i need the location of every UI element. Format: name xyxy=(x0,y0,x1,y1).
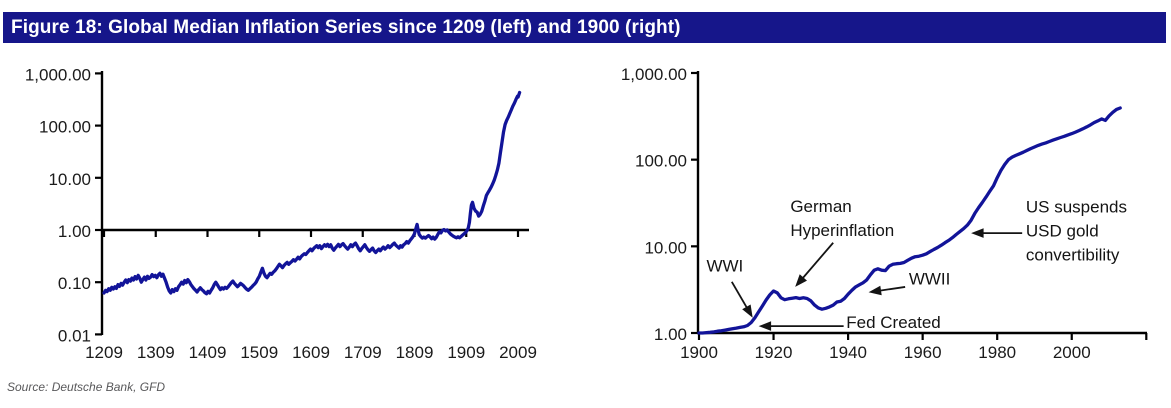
x-tick-label: 1509 xyxy=(240,343,278,362)
x-tick-label: 1409 xyxy=(189,343,227,362)
annotation-arrowhead xyxy=(868,285,882,296)
annotation-label: WWI xyxy=(706,257,743,276)
x-tick-label: 1960 xyxy=(904,343,942,362)
source-note: Source: Deutsche Bank, GFD xyxy=(7,380,166,394)
x-tick-label: 1809 xyxy=(396,343,434,362)
annotation-label: German Hyperinflation xyxy=(790,197,894,240)
x-tick-label: 1209 xyxy=(85,343,123,362)
annotation-arrowhead xyxy=(758,321,772,331)
x-tick-label: 1609 xyxy=(292,343,330,362)
y-tick-label: 100.00 xyxy=(39,118,91,137)
y-tick-label: 10.00 xyxy=(644,238,687,257)
annotation-label: US suspends USD gold convertibility xyxy=(1026,198,1127,265)
annotation-label: Fed Created xyxy=(846,313,941,332)
series-line xyxy=(102,90,522,296)
y-tick-label: 1.00 xyxy=(654,325,687,344)
y-tick-label: 1,000.00 xyxy=(25,65,91,84)
y-tick-label: 1.00 xyxy=(58,222,91,241)
annotation-arrow-line xyxy=(877,286,906,292)
x-tick-label: 1980 xyxy=(978,343,1016,362)
annotation-arrow-line xyxy=(731,281,749,311)
x-tick-label: 2000 xyxy=(1053,343,1091,362)
y-tick-label: 0.10 xyxy=(58,274,91,293)
x-tick-label: 1920 xyxy=(755,343,793,362)
y-tick-label: 1,000.00 xyxy=(621,65,687,84)
x-tick-label: 2009 xyxy=(499,343,537,362)
y-tick-label: 10.00 xyxy=(48,170,91,189)
y-tick-label: 100.00 xyxy=(635,152,687,171)
y-tick-label: 0.01 xyxy=(58,326,91,345)
figure-header-bar: Figure 18: Global Median Inflation Serie… xyxy=(3,12,1166,43)
x-tick-label: 1900 xyxy=(680,343,718,362)
annotation-arrowhead xyxy=(971,228,984,238)
figure-title: Figure 18: Global Median Inflation Serie… xyxy=(11,16,681,38)
x-tick-label: 1909 xyxy=(447,343,485,362)
series-line xyxy=(697,106,1122,335)
annotation-arrowhead xyxy=(795,274,807,287)
annotation-label: WWII xyxy=(909,270,951,289)
annotation-arrow-line xyxy=(800,242,834,281)
x-tick-label: 1709 xyxy=(344,343,382,362)
x-tick-label: 1309 xyxy=(137,343,175,362)
x-tick-label: 1940 xyxy=(829,343,867,362)
annotation-arrowhead xyxy=(742,304,753,318)
